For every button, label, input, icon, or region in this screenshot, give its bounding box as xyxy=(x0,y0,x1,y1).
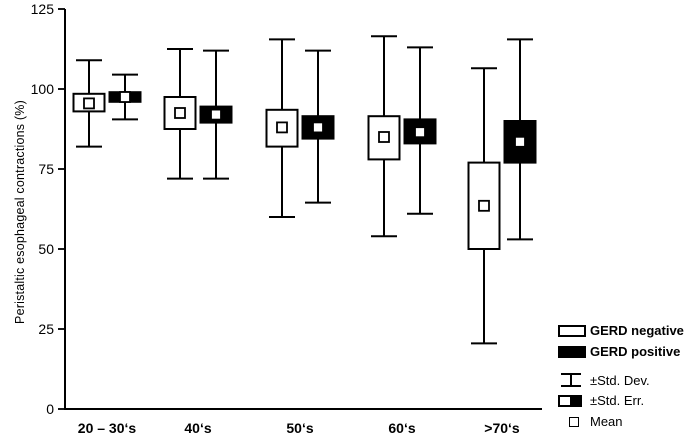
mean-marker-negative xyxy=(276,121,288,134)
mean-marker-negative xyxy=(378,131,390,143)
x-category-label: 40‘s xyxy=(184,420,211,436)
whisker-symbol-icon xyxy=(558,371,590,389)
legend: GERD negative GERD positive ±Std. Dev. ±… xyxy=(558,320,697,432)
mean-marker-negative xyxy=(174,107,186,119)
legend-item-gerd-positive: GERD positive xyxy=(558,341,697,362)
x-category-label: 50‘s xyxy=(286,420,313,436)
y-tick-label: 75 xyxy=(38,161,54,177)
legend-label-mean: Mean xyxy=(590,414,623,429)
gerd-negative-swatch-icon xyxy=(558,324,590,337)
gerd-positive-swatch-icon xyxy=(558,345,590,358)
legend-label-gerd-positive: GERD positive xyxy=(590,344,681,359)
legend-item-gerd-negative: GERD negative xyxy=(558,320,697,341)
y-tick-label: 0 xyxy=(46,401,54,417)
legend-label-std-err: ±Std. Err. xyxy=(590,393,645,408)
legend-label-std-dev: ±Std. Dev. xyxy=(590,372,650,388)
legend-item-mean: Mean xyxy=(558,411,697,432)
mean-marker-negative xyxy=(83,97,95,110)
mean-marker-positive xyxy=(312,121,324,134)
x-category-label: 60‘s xyxy=(388,420,415,436)
std-err-box-negative xyxy=(367,115,401,161)
y-tick-label: 25 xyxy=(38,321,54,337)
legend-label-gerd-negative: GERD negative xyxy=(590,323,684,338)
half-box-symbol-icon xyxy=(558,394,590,407)
mean-marker-positive xyxy=(119,91,131,103)
mean-marker-negative xyxy=(478,199,490,212)
x-category-label: >70‘s xyxy=(484,420,520,436)
mean-marker-positive xyxy=(210,108,222,121)
y-tick-label: 100 xyxy=(31,81,55,97)
legend-item-std-dev: ±Std. Dev. xyxy=(558,370,697,390)
mean-marker-positive xyxy=(414,126,426,139)
x-category-label: 20 – 30‘s xyxy=(78,420,137,436)
mean-symbol-icon xyxy=(558,416,590,427)
legend-item-std-err: ±Std. Err. xyxy=(558,390,697,411)
y-tick-label: 50 xyxy=(38,241,54,257)
mean-marker-positive xyxy=(514,135,526,148)
y-tick-label: 125 xyxy=(31,1,55,17)
